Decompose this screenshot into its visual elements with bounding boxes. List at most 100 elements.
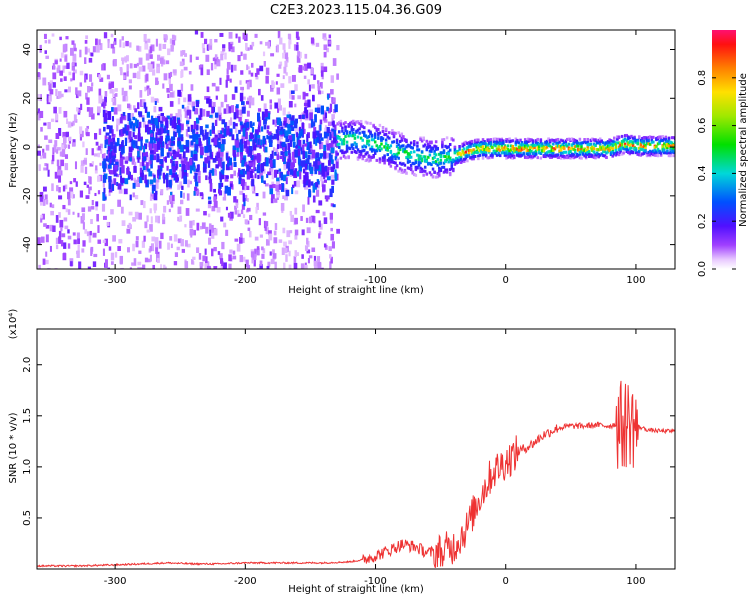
spectrogram-cell xyxy=(297,95,302,100)
spectrogram-cell xyxy=(240,51,243,57)
spectrogram-cell xyxy=(359,124,363,128)
spectrogram-cell xyxy=(85,148,88,155)
spectrogram-cell xyxy=(356,157,360,161)
spectrogram-cell xyxy=(258,120,262,127)
spectrogram-cell xyxy=(195,137,199,145)
spectrogram-cell xyxy=(104,144,107,149)
spectrogram-cell xyxy=(625,133,629,137)
spectrogram-cell xyxy=(448,143,452,147)
spectrogram-cell xyxy=(44,194,48,200)
spectrogram-cell xyxy=(170,142,174,146)
spectrogram-cell xyxy=(441,145,444,149)
spectrogram-cell xyxy=(147,89,150,96)
spectrogram-cell xyxy=(275,148,279,155)
spectrogram-cell xyxy=(509,153,513,157)
spectrogram-cell xyxy=(94,168,98,174)
spectrogram-cell xyxy=(201,129,204,137)
spectrogram-cell xyxy=(289,92,293,100)
spectrogram-cell xyxy=(228,263,232,269)
spectrogram-cell xyxy=(650,136,654,140)
spectrogram-cell xyxy=(178,114,182,122)
spectrogram-cell xyxy=(589,154,593,158)
spectrogram-cell xyxy=(62,44,67,53)
spectrogram-cell xyxy=(472,155,475,159)
spectrogram-cell xyxy=(304,172,309,181)
spectrogram-cell xyxy=(434,159,438,163)
spectrogram-cell xyxy=(441,138,444,142)
spectrogram-cell xyxy=(135,140,138,149)
spectrogram-cell xyxy=(307,99,311,108)
spectrogram-cell xyxy=(430,149,433,153)
spectrogram-cell xyxy=(230,174,234,179)
spectrogram-cell xyxy=(534,149,538,153)
spectrogram-cell xyxy=(328,40,332,45)
spectrogram-cell xyxy=(398,167,402,171)
spectrogram-cell xyxy=(220,51,225,55)
spectrogram-cell xyxy=(572,138,575,142)
spectrogram-cell xyxy=(138,57,143,65)
spectrogram-cell xyxy=(323,119,328,123)
snr-x-tick-label: 100 xyxy=(626,576,645,587)
spectrogram-cell xyxy=(384,132,388,136)
spectrogram-cell xyxy=(420,159,424,163)
spectrogram-cell xyxy=(411,161,414,165)
spectrogram-cell xyxy=(620,134,624,138)
spectrogram-cell xyxy=(547,142,550,146)
spectrogram-cell xyxy=(235,33,238,39)
spectrogram-cell xyxy=(586,150,589,154)
spectrogram-cell xyxy=(484,142,488,146)
spectrogram-cell xyxy=(121,140,124,146)
spectrogram-cell xyxy=(288,159,292,166)
spectrogram-cell xyxy=(102,215,107,220)
spectrogram-cell xyxy=(311,247,316,252)
spectrogram-cell xyxy=(272,147,276,151)
spectrogram-cell xyxy=(298,140,301,146)
spectrogram-cell xyxy=(176,246,180,251)
spectrogram-cell xyxy=(320,137,324,141)
spectrogram-cell xyxy=(194,30,199,35)
spectrogram-cell xyxy=(155,253,160,262)
spectrogram-cell xyxy=(154,143,159,152)
spectrogram-cell xyxy=(567,142,571,146)
spectrogram-cell xyxy=(470,157,474,161)
spectrogram-cell xyxy=(392,152,396,156)
spectrogram-cell xyxy=(188,149,191,153)
spectrogram-cell xyxy=(254,133,258,143)
spectrogram-cell xyxy=(480,150,483,154)
spectrogram-cell xyxy=(172,166,176,173)
spectrogram-cell xyxy=(310,181,314,186)
spectrogram-cell xyxy=(403,169,407,173)
spectrogram-cell xyxy=(622,151,625,155)
spectrogram-cell xyxy=(584,152,588,156)
spectrogram-cell xyxy=(469,143,472,147)
spectrogram-cell xyxy=(144,221,148,229)
spectrogram-cell xyxy=(452,158,455,162)
spectrogram-cell xyxy=(288,135,293,141)
spectrogram-cell xyxy=(101,203,106,212)
spectrogram-cell xyxy=(420,157,424,161)
spectrogram-cell xyxy=(170,243,173,249)
spectrogram-cell xyxy=(458,156,461,160)
spectrogram-cell xyxy=(552,148,555,152)
spectrogram-cell xyxy=(172,149,176,154)
spectrogram-cell xyxy=(633,139,636,143)
spectrogram-cell xyxy=(308,84,311,92)
spectrogram-cell xyxy=(148,64,153,72)
spectrogram-cell xyxy=(257,249,260,256)
spectrogram-cell xyxy=(42,152,47,159)
spectrogram-cell xyxy=(470,139,474,143)
spectrogram-cell xyxy=(408,167,411,171)
spectrogram-cell xyxy=(244,170,249,175)
spectrogram-cell xyxy=(531,151,535,155)
spectrogram-cell xyxy=(242,96,246,100)
spectrogram-cell xyxy=(406,152,410,156)
spectrogram-cell xyxy=(177,216,180,222)
spectrogram-cell xyxy=(500,146,504,150)
spectrogram-cell xyxy=(148,171,153,177)
spectrogram-cell xyxy=(542,146,546,150)
spectrogram-cell xyxy=(248,95,253,104)
spectrogram-cell xyxy=(238,169,242,177)
spectrogram-cell xyxy=(328,143,333,148)
spectrogram-cell xyxy=(211,138,216,143)
spectrogram-cell xyxy=(323,217,328,224)
